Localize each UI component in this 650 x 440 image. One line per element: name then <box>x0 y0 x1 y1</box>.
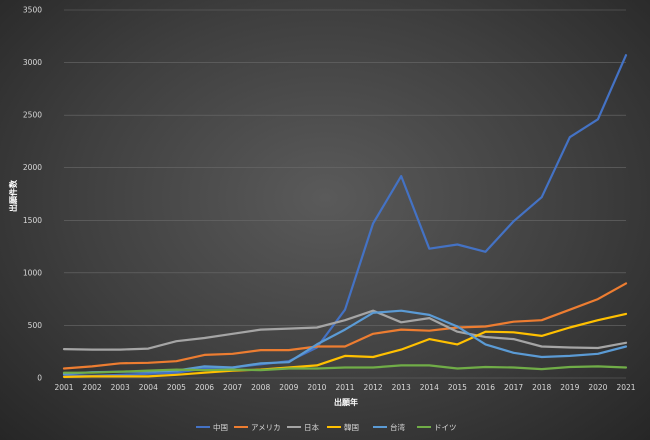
x-tick-label: 2021 <box>616 383 635 392</box>
y-tick-label: 500 <box>28 321 43 330</box>
x-tick-label: 2008 <box>251 383 270 392</box>
x-tick-label: 2005 <box>167 383 186 392</box>
series-lines <box>62 54 628 378</box>
series-line-4 <box>62 312 628 378</box>
legend-label: 台湾 <box>390 422 405 432</box>
x-tick-label: 2012 <box>364 383 383 392</box>
y-tick-label: 3500 <box>23 6 42 15</box>
x-tick-label: 2016 <box>476 383 495 392</box>
x-axis-ticks: 2001 2002 2003 2004 2005 2006 2007 2008 2009 2010… <box>54 383 635 392</box>
y-axis-title: 出願件数 <box>8 179 18 212</box>
x-tick-label: 2003 <box>111 383 130 392</box>
legend-label: 中国 <box>213 422 228 432</box>
x-tick-label: 2017 <box>504 383 523 392</box>
y-tick-label: 0 <box>37 374 42 383</box>
x-tick-label: 2011 <box>335 383 354 392</box>
y-axis-ticks: 0 500 1000 1500 2000 2500 3000 3500 <box>23 6 42 383</box>
y-tick-label: 1500 <box>23 216 42 225</box>
series-line-6 <box>62 364 628 374</box>
x-tick-label: 2013 <box>392 383 411 392</box>
legend-label: 韓国 <box>344 422 359 432</box>
legend: 中国 アメリカ 日本 韓国 台湾 ドイツ <box>196 422 457 432</box>
x-tick-label: 2001 <box>54 383 73 392</box>
x-tick-label: 2010 <box>307 383 326 392</box>
y-tick-label: 1000 <box>23 268 42 277</box>
x-axis-title: 出願年 <box>334 397 358 407</box>
x-tick-label: 2015 <box>448 383 467 392</box>
y-tick-label: 3000 <box>23 58 42 67</box>
x-tick-label: 2020 <box>588 383 607 392</box>
grid <box>64 9 626 379</box>
y-tick-label: 2000 <box>23 163 42 172</box>
x-tick-label: 2009 <box>279 383 298 392</box>
series-line-1 <box>62 54 628 377</box>
x-tick-label: 2006 <box>195 383 214 392</box>
x-tick-label: 2019 <box>560 383 579 392</box>
legend-label: 日本 <box>304 422 319 432</box>
x-tick-label: 2004 <box>139 383 158 392</box>
series-line-2 <box>62 282 628 370</box>
series-line-3 <box>62 309 628 351</box>
legend-label: アメリカ <box>251 423 281 432</box>
x-tick-label: 2007 <box>223 383 242 392</box>
legend-label: ドイツ <box>434 423 457 432</box>
x-tick-label: 2002 <box>83 383 102 392</box>
x-tick-label: 2014 <box>420 383 439 392</box>
y-tick-label: 2500 <box>23 111 42 120</box>
x-tick-label: 2018 <box>532 383 551 392</box>
